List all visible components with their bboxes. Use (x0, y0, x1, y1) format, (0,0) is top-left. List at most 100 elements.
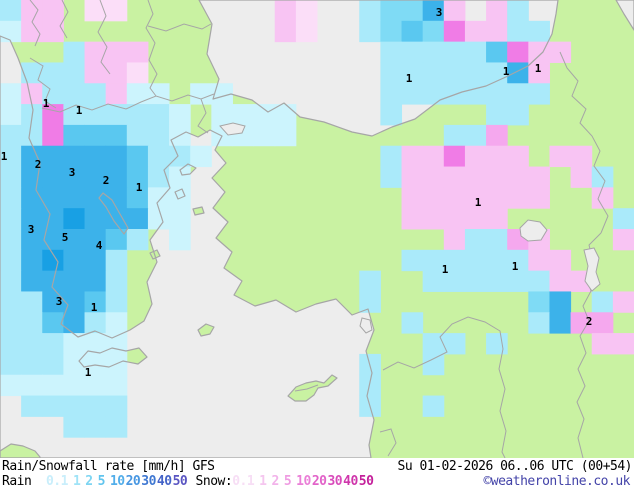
precip-cell (126, 41, 149, 63)
precip-cell (84, 312, 107, 334)
precip-cell (464, 208, 487, 230)
precip-cell (190, 83, 212, 105)
precip-cell (359, 270, 381, 292)
precip-cell (612, 291, 634, 313)
precip-cell (612, 333, 634, 355)
precip-cell (507, 20, 529, 43)
precip-cell (401, 187, 424, 209)
legend-value: 50 (358, 474, 374, 489)
precip-cell (486, 83, 508, 105)
precip-cell (105, 104, 128, 126)
precip-cell (84, 166, 107, 188)
precip-cell (126, 229, 149, 251)
precip-cell (274, 20, 297, 43)
precip-cell (422, 270, 445, 292)
island-lesbos-coastline (179, 163, 197, 176)
precip-cell (591, 333, 614, 355)
lake-urmia (583, 247, 601, 292)
precip-cell (528, 312, 550, 334)
precip-cell (42, 145, 64, 168)
island-cyprus-coastline (287, 374, 338, 402)
precip-cell (0, 374, 22, 397)
precip-cell (380, 41, 403, 63)
precip-cell (253, 104, 276, 126)
precip-cell (464, 83, 487, 105)
precip-cell (507, 166, 529, 188)
precip-cell (0, 166, 22, 188)
precip-cell (126, 62, 149, 84)
precip-cell (42, 374, 64, 397)
precip-cell (42, 291, 64, 313)
precip-cell (401, 166, 424, 188)
precip-cell (443, 187, 466, 209)
precip-cell (126, 145, 149, 168)
precip-cell (591, 312, 614, 334)
precip-cell (422, 353, 445, 376)
precip-cell (42, 0, 64, 22)
precip-cell (612, 208, 634, 230)
precip-cell (486, 249, 508, 272)
precip-cell (295, 0, 318, 22)
precip-cell (42, 353, 64, 376)
precip-cell (422, 83, 445, 105)
precip-cell (464, 229, 487, 251)
precip-cell (126, 187, 149, 209)
precip-cell (422, 187, 445, 209)
precip-cell (380, 166, 403, 188)
precip-cell (84, 229, 107, 251)
precip-cell (63, 187, 86, 209)
precip-cell (147, 187, 170, 209)
precip-cell (0, 104, 22, 126)
precip-cell (486, 0, 508, 22)
map-value-label: 1 (76, 104, 83, 117)
precip-cell (422, 41, 445, 63)
precip-cell (528, 83, 550, 105)
precip-cell (84, 249, 107, 272)
precip-cell (63, 291, 86, 313)
legend-value: 1 (72, 474, 81, 489)
precip-cell (253, 124, 276, 147)
precip-cell (0, 83, 22, 105)
precip-cell (0, 353, 22, 376)
legend-value: 40 (156, 474, 172, 489)
precip-cell (21, 229, 43, 251)
precip-cell (443, 83, 466, 105)
copyright: ©weatheronline.co.uk (483, 474, 630, 489)
precip-cell (42, 124, 64, 147)
timestamp: Su 01-02-2026 06..06 UTC (00+54) (397, 459, 633, 474)
precip-cell (274, 104, 297, 126)
precip-cell (63, 104, 86, 126)
precip-cell (507, 187, 529, 209)
coast-africa (0, 444, 40, 458)
precip-cell (422, 395, 445, 417)
precip-cell (359, 374, 381, 397)
precip-cell (0, 20, 22, 43)
precip-cell (401, 20, 424, 43)
legend-value: 2 (271, 474, 280, 489)
precip-cell (549, 312, 572, 334)
legend-value: 5 (97, 474, 106, 489)
precip-cell (63, 83, 86, 105)
precip-cell (63, 416, 86, 438)
precip-cell (84, 416, 107, 438)
precip-cell (443, 0, 466, 22)
map-value-label: 1 (535, 62, 542, 75)
precip-cell (42, 20, 64, 43)
precip-cell (422, 208, 445, 230)
border-montenegro (59, 0, 69, 39)
precip-cell (105, 124, 128, 147)
snow-legend-label: Snow: (195, 474, 233, 489)
precip-cell (126, 166, 149, 188)
precip-cell (507, 0, 529, 22)
precip-cell (295, 20, 318, 43)
precip-cell (0, 208, 22, 230)
precip-cell (528, 166, 550, 188)
precip-cell (42, 208, 64, 230)
precip-cell (84, 187, 107, 209)
precip-cell (105, 62, 128, 84)
precip-cell (443, 62, 466, 84)
map-value-label: 2 (103, 174, 110, 187)
legend-value: 5 (283, 474, 292, 489)
precip-cell (21, 187, 43, 209)
precip-cell (443, 270, 466, 292)
